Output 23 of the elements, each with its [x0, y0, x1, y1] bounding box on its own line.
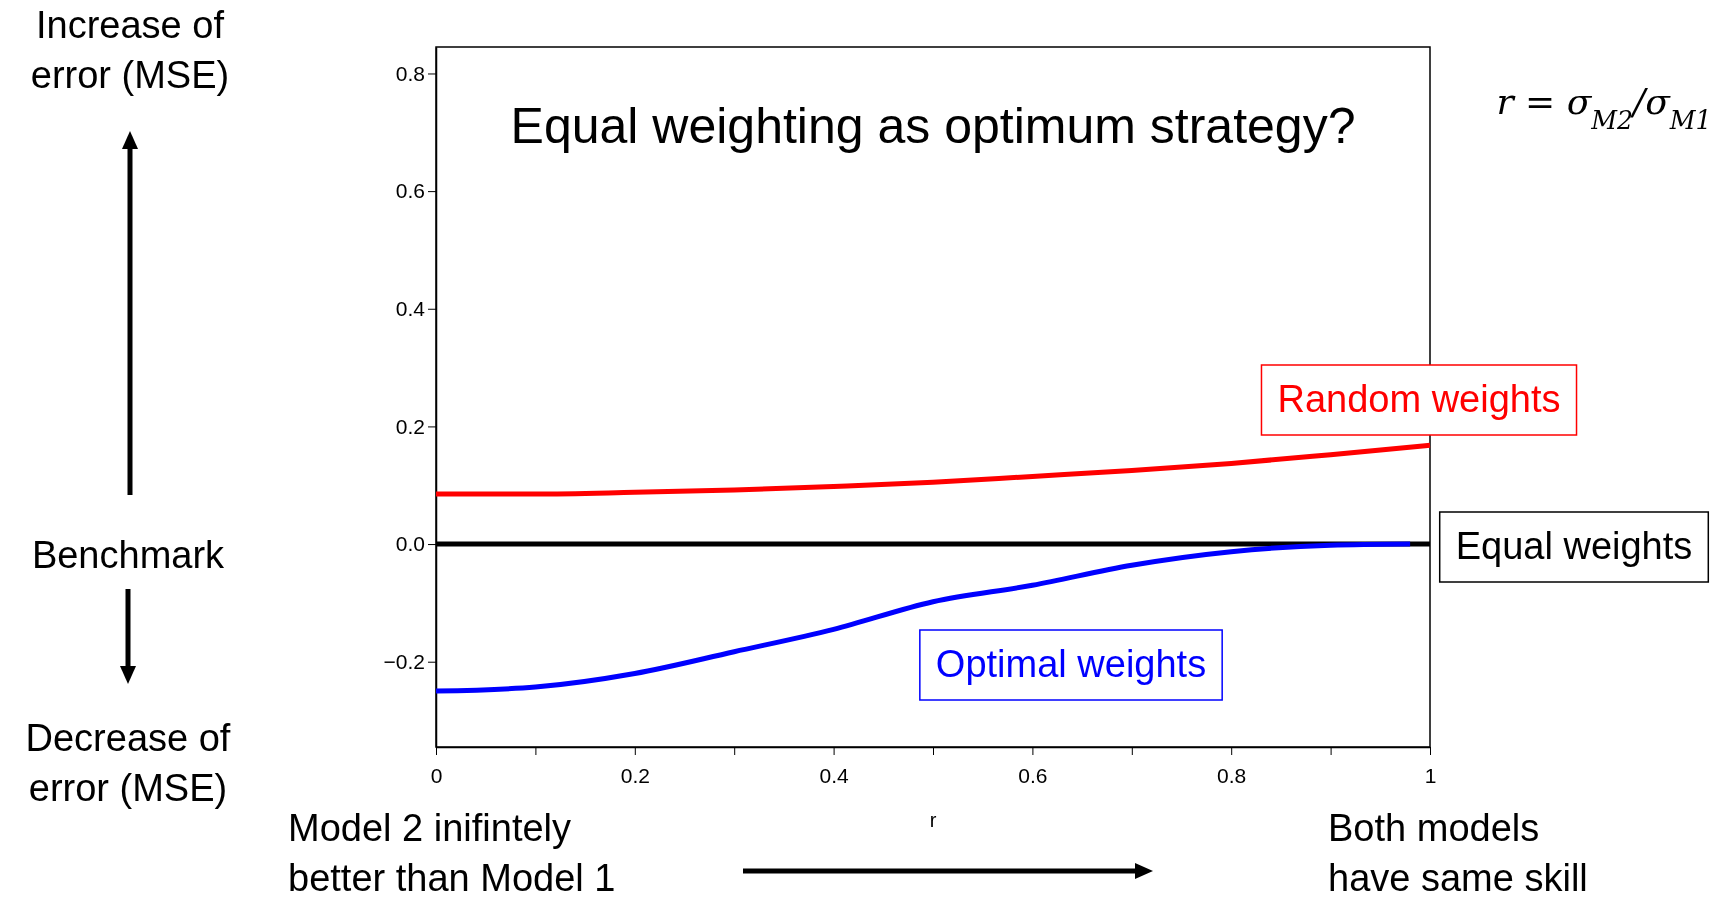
x-tick-label: 0.6	[1018, 764, 1048, 788]
text: Benchmark	[31, 534, 226, 576]
y-tick-label: 0.8	[395, 61, 425, 85]
text: Equal weighting as optimum strategy?	[510, 98, 1356, 154]
x-tick-label: 0.2	[620, 764, 650, 788]
series-label: Random weights	[1277, 378, 1561, 420]
y-tick-label: 0.0	[395, 532, 425, 556]
x-axis-title: r	[929, 809, 937, 831]
series-label: Optimal weights	[935, 643, 1207, 685]
text: Both models have same skill	[1328, 807, 1588, 899]
text: r = σ$_{M2}$/σ$_{M1}$	[1496, 81, 1712, 135]
x-tick-label: 0.8	[1217, 764, 1247, 788]
y-tick-label: 0.6	[395, 179, 425, 203]
x-tick-label: 1	[1424, 764, 1437, 788]
y-tick-label: 0.4	[395, 296, 426, 320]
x-tick-label: 0.4	[819, 764, 850, 788]
text: Decrease of error (MSE)	[25, 717, 231, 809]
series-label: Equal weights	[1455, 525, 1693, 567]
text: Model 2 inifintely better than Model 1	[288, 807, 616, 899]
y-tick-label: 0.2	[395, 414, 425, 438]
y-tick-label: −0.2	[383, 649, 425, 673]
text: Increase of error (MSE)	[30, 4, 230, 96]
x-tick-label: 0	[430, 764, 443, 788]
